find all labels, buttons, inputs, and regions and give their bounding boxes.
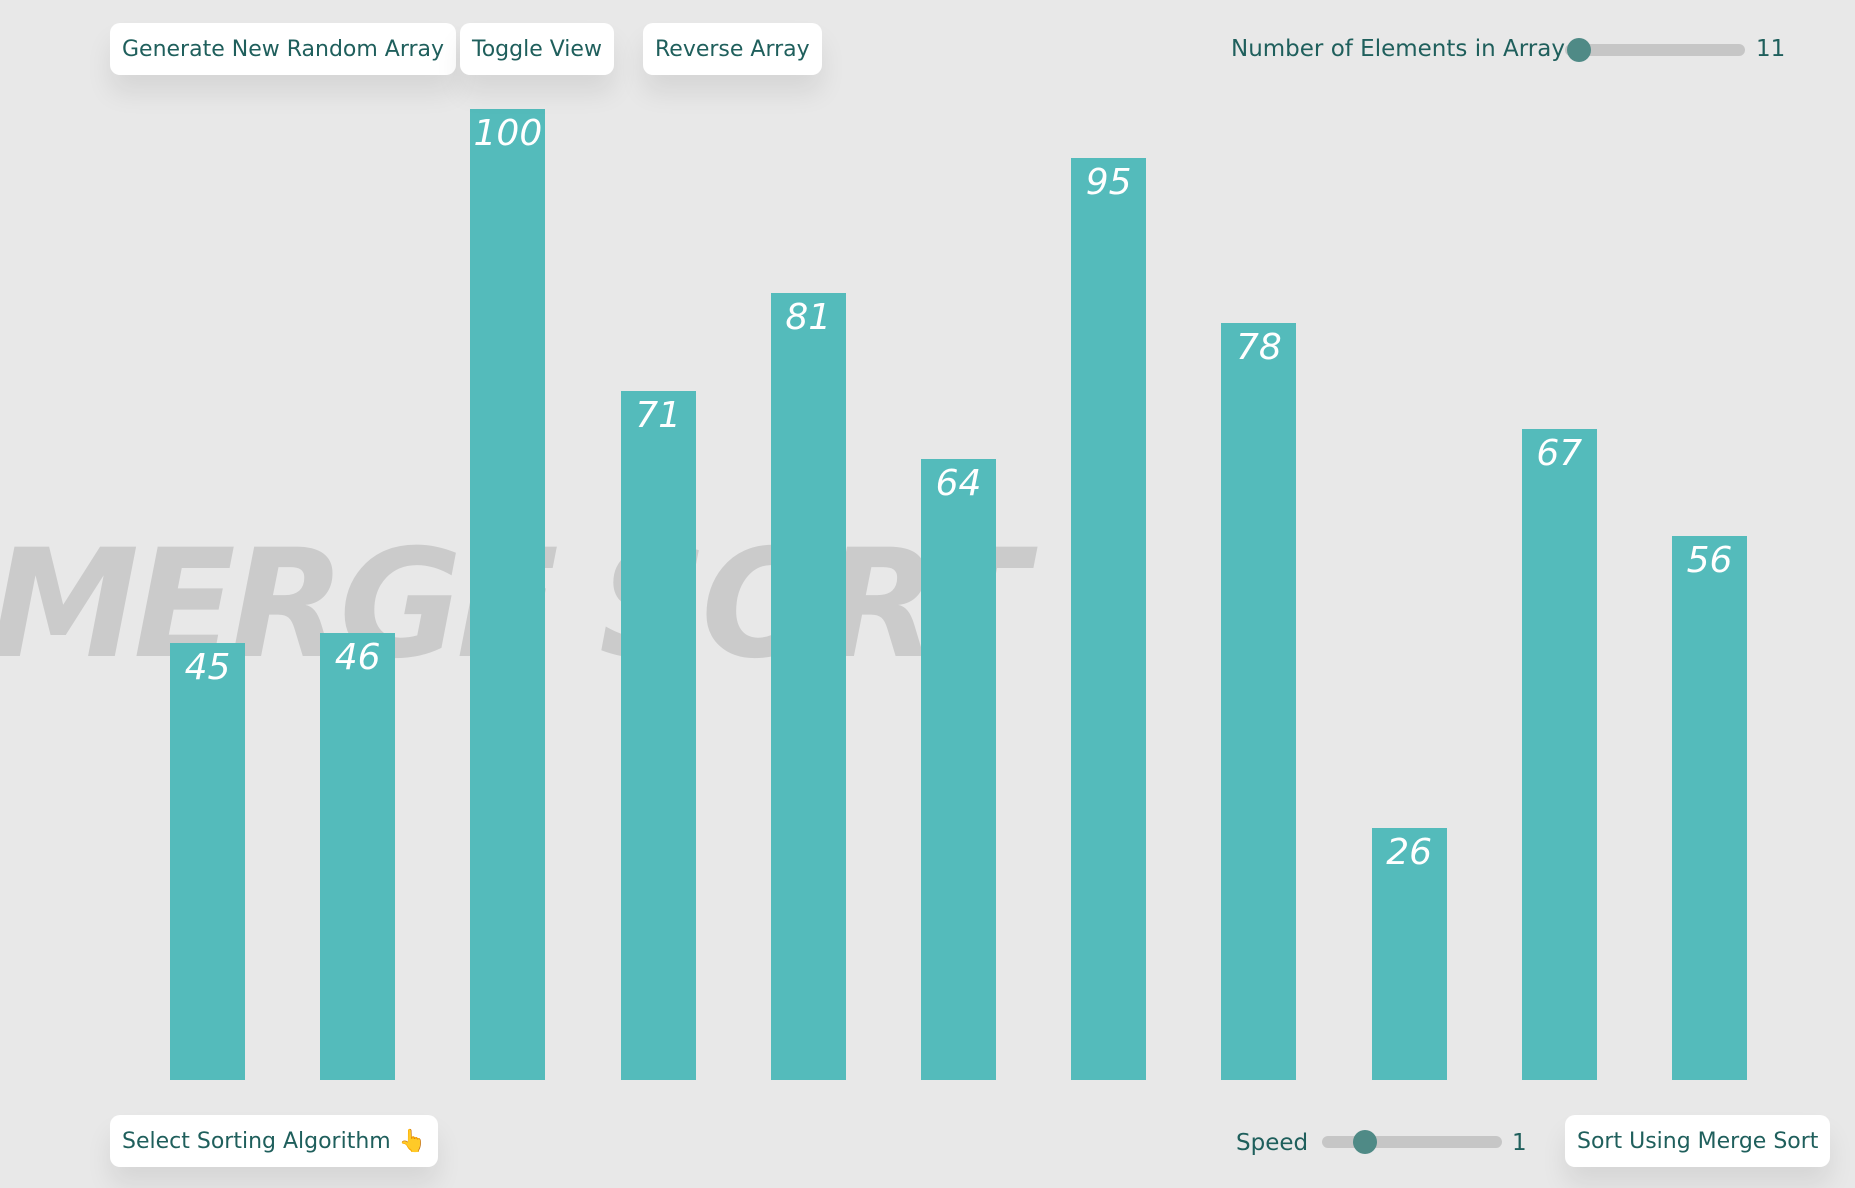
bar-value-label: 26 — [1386, 831, 1432, 873]
select-algorithm-label: Select Sorting Algorithm — [122, 1128, 391, 1154]
sort-button-label: Sort Using Merge Sort — [1577, 1128, 1819, 1154]
generate-array-button[interactable]: Generate New Random Array — [110, 23, 457, 75]
bar-value-label: 78 — [1235, 326, 1282, 368]
bar-value-label: 46 — [334, 637, 381, 679]
bar-value-label: 81 — [785, 297, 832, 339]
pointing-hand-icon: 👆 — [398, 1128, 427, 1154]
elements-count-value: 11 — [1756, 36, 1786, 62]
speed-slider[interactable] — [1322, 1130, 1502, 1154]
bar-value-label: 45 — [184, 647, 231, 689]
elements-count-label: Number of Elements in Array — [1231, 36, 1565, 62]
array-bar: 46 — [320, 633, 396, 1080]
array-bar: 71 — [620, 390, 696, 1080]
bar-value-label: 95 — [1085, 161, 1132, 203]
speed-slider-thumb[interactable] — [1353, 1130, 1378, 1154]
array-bar: 95 — [1071, 157, 1147, 1080]
array-bar: 26 — [1371, 827, 1447, 1080]
elements-slider[interactable] — [1565, 38, 1745, 62]
array-bar: 67 — [1521, 429, 1597, 1080]
select-algorithm-button[interactable]: Select Sorting Algorithm 👆 — [110, 1115, 439, 1167]
array-bar: 56 — [1672, 536, 1747, 1080]
toggle-view-button[interactable]: Toggle View — [460, 23, 614, 75]
array-bar: 81 — [770, 293, 846, 1080]
speed-label: Speed — [1236, 1130, 1309, 1156]
array-bar: 45 — [170, 643, 245, 1080]
array-bar: 78 — [1221, 322, 1297, 1080]
speed-value: 1 — [1512, 1130, 1527, 1156]
generate-array-label: Generate New Random Array — [122, 36, 445, 62]
reverse-array-button[interactable]: Reverse Array — [643, 23, 822, 75]
bar-value-label: 56 — [1686, 540, 1733, 582]
elements-slider-thumb[interactable] — [1567, 38, 1592, 62]
sort-button[interactable]: Sort Using Merge Sort — [1565, 1115, 1831, 1167]
bar-value-label: 64 — [935, 462, 982, 504]
toggle-view-label: Toggle View — [472, 36, 602, 62]
bar-value-label: 71 — [635, 394, 681, 436]
bar-value-label: 67 — [1536, 433, 1583, 475]
bar-value-label: 100 — [473, 113, 543, 154]
reverse-array-label: Reverse Array — [655, 36, 810, 62]
array-bar: 100 — [470, 109, 546, 1080]
array-bar: 64 — [921, 458, 996, 1080]
